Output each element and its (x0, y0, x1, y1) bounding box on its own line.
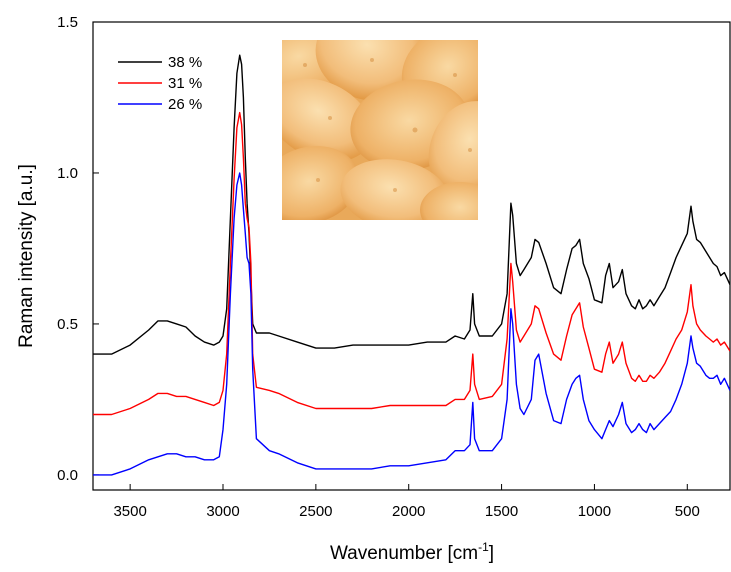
y-axis-ticks: 0.0 0.5 1.0 1.5 (57, 14, 99, 484)
x-tick-label: 2500 (299, 503, 332, 520)
x-tick-label: 1500 (485, 503, 518, 520)
x-tick-label: 500 (675, 503, 700, 520)
y-tick-label: 1.0 (57, 165, 78, 182)
series-line-2 (93, 172, 730, 476)
series-line-1 (93, 111, 730, 416)
x-tick-label: 1000 (578, 503, 611, 520)
potato-chips-photo (282, 40, 478, 220)
x-axis-ticks: 3500 3000 2500 2000 1500 1000 500 (113, 484, 700, 520)
legend-label-26: 26 % (168, 96, 202, 113)
legend: 38 % 31 % 26 % (118, 54, 202, 113)
plot-frame (92, 21, 731, 491)
y-axis-title: Raman intensity [a.u.] (16, 164, 37, 348)
y-tick-label: 1.5 (57, 14, 78, 31)
legend-label-38: 38 % (168, 54, 202, 71)
series-lines (93, 54, 730, 476)
x-axis-title: Wavenumber [cm-1] (330, 540, 494, 564)
series-line-0 (93, 54, 730, 355)
x-tick-label: 3000 (206, 503, 239, 520)
x-tick-label: 3500 (113, 503, 146, 520)
legend-label-31: 31 % (168, 75, 202, 92)
y-tick-label: 0.0 (57, 467, 78, 484)
x-tick-label: 2000 (392, 503, 425, 520)
y-tick-label: 0.5 (57, 316, 78, 333)
